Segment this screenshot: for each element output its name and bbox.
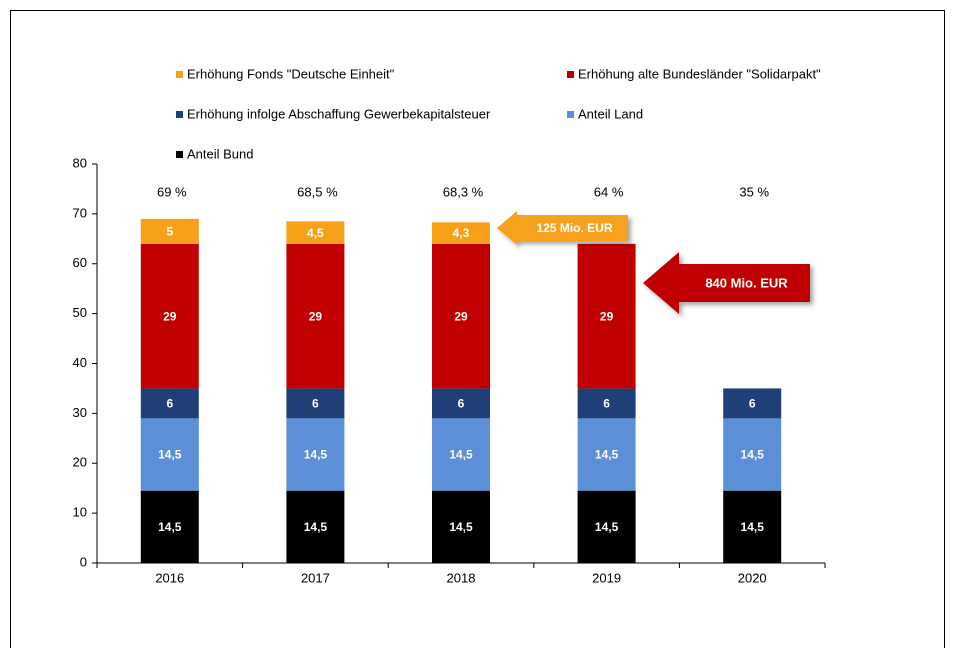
bar-segment	[286, 490, 345, 563]
legend-label: Anteil Bund	[187, 146, 254, 161]
bar-segment	[577, 490, 636, 563]
bar-segment	[432, 490, 490, 563]
value-label: 6	[603, 397, 610, 411]
value-label: 5	[166, 225, 173, 239]
legend-label: Erhöhung infolge Abschaffung Gewerbekapi…	[187, 106, 491, 121]
y-tick-label: 80	[73, 155, 87, 170]
value-label: 14,5	[741, 448, 765, 462]
legend-swatch	[567, 111, 574, 118]
bar-segment	[723, 490, 782, 563]
y-tick-label: 60	[73, 255, 87, 270]
value-label: 14,5	[741, 520, 765, 534]
annotation-arrow	[497, 211, 628, 245]
bar-segment	[577, 418, 636, 491]
value-label: 29	[454, 309, 468, 323]
value-label: 14,5	[158, 520, 182, 534]
bar-segment	[140, 388, 199, 419]
annotation-arrow	[643, 252, 810, 314]
y-tick-label: 30	[73, 405, 87, 420]
bar-segment	[286, 221, 345, 244]
value-label: 14,5	[595, 520, 619, 534]
value-label: 6	[312, 397, 319, 411]
bar-segment	[432, 243, 490, 389]
total-label: 35 %	[739, 184, 769, 199]
y-tick-label: 70	[73, 205, 87, 220]
bar-segment	[140, 243, 199, 389]
frame	[10, 10, 945, 648]
legend-label: Erhöhung Fonds "Deutsche Einheit"	[187, 66, 395, 81]
bar-segment	[140, 218, 199, 244]
bar-segment	[432, 388, 490, 419]
value-label: 29	[163, 309, 177, 323]
legend-swatch	[176, 151, 183, 158]
total-label: 68,3 %	[443, 184, 484, 199]
value-label: 14,5	[449, 448, 473, 462]
total-label: 69 %	[157, 184, 187, 199]
value-label: 14,5	[158, 448, 182, 462]
value-label: 14,5	[304, 448, 328, 462]
bar-segment	[286, 388, 345, 419]
bar-segment	[723, 388, 782, 419]
value-label: 6	[458, 397, 465, 411]
value-label: 6	[166, 397, 173, 411]
value-label: 14,5	[595, 448, 619, 462]
bar-segment	[286, 243, 345, 389]
legend-swatch	[567, 71, 574, 78]
value-label: 29	[600, 309, 614, 323]
bar-segment	[577, 243, 636, 389]
value-label: 4,3	[453, 226, 470, 240]
legend-label: Anteil Land	[578, 106, 643, 121]
bar-segment	[723, 418, 782, 491]
y-tick-label: 50	[73, 305, 87, 320]
legend-swatch	[176, 71, 183, 78]
legend-swatch	[176, 111, 183, 118]
value-label: 14,5	[304, 520, 328, 534]
x-tick-label: 2018	[447, 570, 476, 585]
bar-segment	[432, 222, 490, 244]
bar-segment	[577, 388, 636, 419]
annotation-text: 125 Mio. EUR	[536, 221, 612, 235]
annotation-text: 840 Mio. EUR	[705, 275, 788, 290]
value-label: 4,5	[307, 226, 324, 240]
y-tick-label: 40	[73, 355, 87, 370]
bar-segment	[140, 418, 199, 491]
y-tick-label: 10	[73, 505, 87, 520]
x-tick-label: 2019	[592, 570, 621, 585]
bar-segment	[432, 418, 490, 491]
total-label: 68,5 %	[297, 184, 338, 199]
y-tick-label: 0	[80, 554, 87, 569]
x-tick-label: 2016	[155, 570, 184, 585]
total-label: 64 %	[594, 184, 624, 199]
value-label: 6	[749, 397, 756, 411]
bar-segment	[140, 490, 199, 563]
bar-segment	[286, 418, 345, 491]
x-tick-label: 2017	[301, 570, 330, 585]
value-label: 14,5	[449, 520, 473, 534]
x-tick-label: 2020	[738, 570, 767, 585]
y-tick-label: 20	[73, 455, 87, 470]
legend-label: Erhöhung alte Bundesländer "Solidarpakt"	[578, 66, 821, 81]
value-label: 29	[309, 309, 323, 323]
